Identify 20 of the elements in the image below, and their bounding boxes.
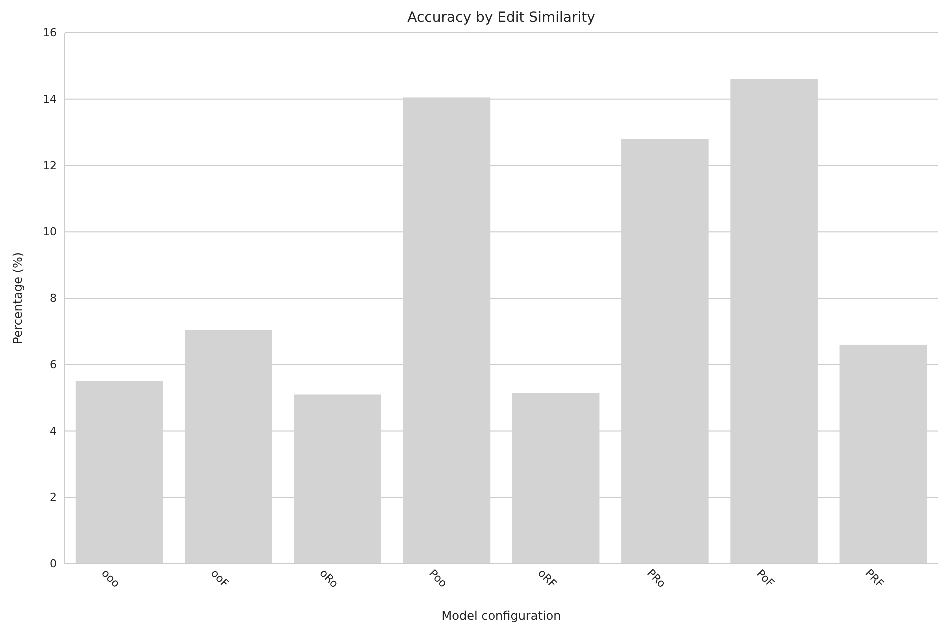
y-tick-label: 4 <box>50 424 57 438</box>
y-tick-label: 6 <box>50 358 57 372</box>
y-tick-label: 16 <box>43 26 57 40</box>
x-tick-label: PRo <box>644 566 669 591</box>
x-tick-label: Poo <box>426 567 450 590</box>
y-tick-label: 10 <box>43 226 57 239</box>
x-tick-label: PRF <box>862 566 887 591</box>
x-tick-label: oRo <box>317 566 342 591</box>
x-axis-title: Model configuration <box>442 609 562 623</box>
y-tick-label: 2 <box>50 491 57 504</box>
chart-title: Accuracy by Edit Similarity <box>408 10 596 26</box>
x-tick-label: oRF <box>535 566 560 591</box>
y-tick-label: 8 <box>50 292 57 306</box>
y-tick-label: 0 <box>50 558 57 571</box>
x-tick-label: ooo <box>99 566 123 591</box>
x-tick-label: ooF <box>208 567 232 590</box>
y-axis-title: Percentage (%) <box>11 252 25 345</box>
y-tick-label: 14 <box>43 92 57 106</box>
x-tick-label: PoF <box>754 567 778 590</box>
y-tick-label: 12 <box>43 159 57 172</box>
